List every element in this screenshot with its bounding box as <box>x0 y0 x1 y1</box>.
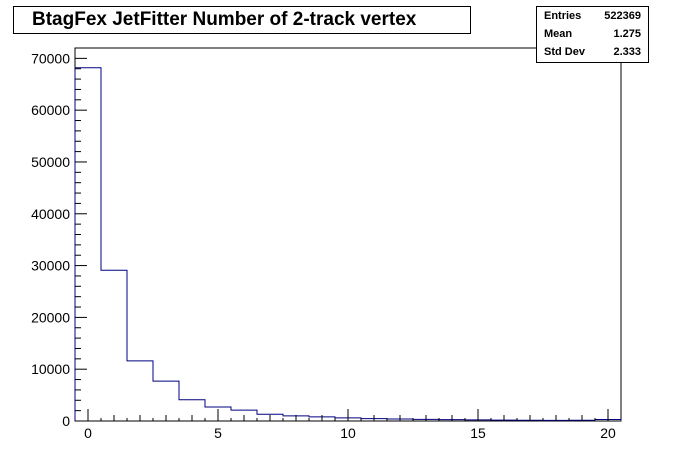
stats-row-entries: Entries 522369 <box>537 7 648 25</box>
y-axis: 0 10000 20000 30000 40000 50000 60000 70000 <box>31 47 87 429</box>
stats-mean-value: 1.275 <box>613 28 641 40</box>
x-axis: 0 5 10 15 20 <box>84 409 616 441</box>
stats-entries-label: Entries <box>544 10 582 22</box>
histogram-bin <box>101 270 127 421</box>
x-tick-label: 20 <box>600 425 616 441</box>
y-tick-label: 70000 <box>31 50 70 66</box>
y-tick-label: 0 <box>62 413 70 429</box>
stats-box: Entries 522369 Mean 1.275 Std Dev 2.333 <box>536 6 649 63</box>
stats-mean-label: Mean <box>544 28 573 40</box>
plot-frame <box>74 47 622 422</box>
chart-title-text: BtagFex JetFitter Number of 2-track vert… <box>32 9 417 30</box>
stats-std-label: Std Dev <box>544 46 585 58</box>
y-tick-label: 40000 <box>31 206 70 222</box>
y-tick-label: 50000 <box>31 154 70 170</box>
chart-title: BtagFex JetFitter Number of 2-track vert… <box>13 6 471 34</box>
stats-std-value: 2.333 <box>613 46 641 58</box>
stats-row-mean: Mean 1.275 <box>537 25 648 43</box>
x-tick-label: 0 <box>84 425 92 441</box>
x-tick-label: 10 <box>340 425 356 441</box>
histogram-bin <box>127 361 153 421</box>
y-tick-label: 10000 <box>31 361 70 377</box>
y-tick-label: 60000 <box>31 102 70 118</box>
y-tick-label: 20000 <box>31 309 70 325</box>
y-tick-label: 30000 <box>31 258 70 274</box>
x-tick-label: 15 <box>470 425 486 441</box>
x-tick-label: 5 <box>214 425 222 441</box>
stats-row-std: Std Dev 2.333 <box>537 43 648 61</box>
stats-entries-value: 522369 <box>604 10 641 22</box>
